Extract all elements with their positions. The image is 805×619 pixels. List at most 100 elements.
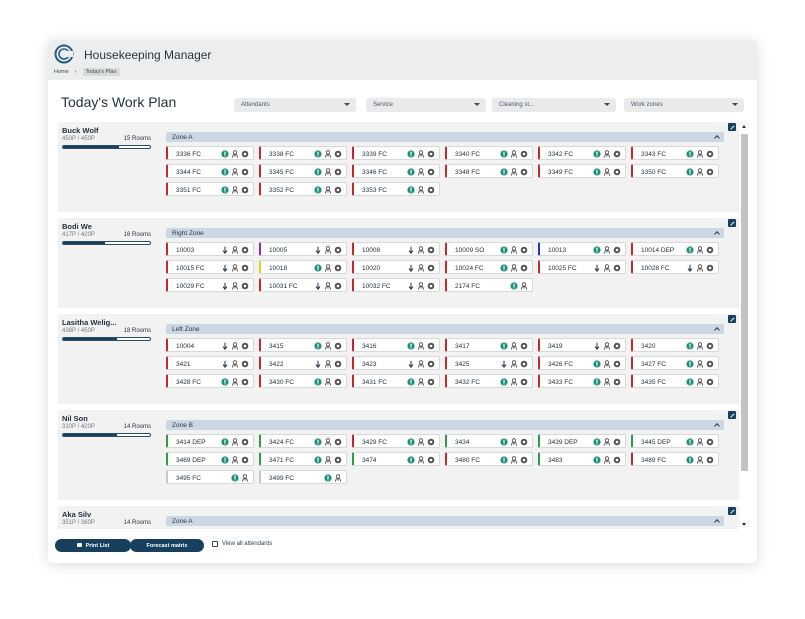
room-card[interactable]: 3343 FC <box>631 146 719 160</box>
room-card[interactable]: 3435 FC <box>631 374 719 388</box>
gear-icon[interactable] <box>241 456 249 464</box>
attendant-icon[interactable] <box>510 359 518 368</box>
attendant-icon[interactable] <box>417 377 425 386</box>
arrow-down-icon[interactable] <box>314 282 322 290</box>
print-list-button[interactable]: Print List <box>55 539 131 552</box>
arrow-down-icon[interactable] <box>407 360 415 368</box>
gear-icon[interactable] <box>427 264 435 272</box>
info-icon[interactable] <box>221 149 229 158</box>
gear-icon[interactable] <box>427 246 435 254</box>
info-icon[interactable] <box>500 149 508 158</box>
attendant-icon[interactable] <box>231 149 239 158</box>
gear-icon[interactable] <box>706 168 714 176</box>
room-card[interactable]: 3495 FC <box>166 470 254 484</box>
info-icon[interactable] <box>686 455 694 464</box>
room-card[interactable]: 3483 <box>538 452 626 466</box>
room-card[interactable]: 3346 FC <box>352 164 440 178</box>
attendant-icon[interactable] <box>324 455 332 464</box>
gear-icon[interactable] <box>427 360 435 368</box>
attendant-icon[interactable] <box>231 437 239 446</box>
info-icon[interactable] <box>686 167 694 176</box>
attendant-icon[interactable] <box>603 167 611 176</box>
room-card[interactable]: 3430 FC <box>259 374 347 388</box>
chevron-up-icon[interactable] <box>714 326 720 333</box>
room-card[interactable]: 3352 FC <box>259 182 347 196</box>
info-icon[interactable] <box>407 185 415 194</box>
attendant-icon[interactable] <box>510 341 518 350</box>
service-filter[interactable]: Service <box>366 98 486 112</box>
arrow-down-icon[interactable] <box>221 282 229 290</box>
attendant-icon[interactable] <box>417 263 425 272</box>
attendant-icon[interactable] <box>696 377 704 386</box>
room-card[interactable]: 3349 FC <box>538 164 626 178</box>
attendant-icon[interactable] <box>324 359 332 368</box>
gear-icon[interactable] <box>520 456 528 464</box>
attendant-icon[interactable] <box>324 377 332 386</box>
room-card[interactable]: 3416 <box>352 338 440 352</box>
info-icon[interactable] <box>407 437 415 446</box>
gear-icon[interactable] <box>706 246 714 254</box>
gear-icon[interactable] <box>706 456 714 464</box>
gear-icon[interactable] <box>706 150 714 158</box>
attendant-icon[interactable] <box>696 263 704 272</box>
attendant-icon[interactable] <box>334 473 342 482</box>
gear-icon[interactable] <box>613 342 621 350</box>
info-icon[interactable] <box>593 437 601 446</box>
arrow-down-icon[interactable] <box>314 246 322 254</box>
room-card[interactable]: 3338 FC <box>259 146 347 160</box>
attendant-icon[interactable] <box>231 359 239 368</box>
room-card[interactable]: 3351 FC <box>166 182 254 196</box>
room-card[interactable]: 3340 FC <box>445 146 533 160</box>
info-icon[interactable] <box>221 185 229 194</box>
gear-icon[interactable] <box>613 246 621 254</box>
room-card[interactable]: 3342 FC <box>538 146 626 160</box>
room-card[interactable]: 10004 <box>166 338 254 352</box>
info-icon[interactable] <box>500 437 508 446</box>
gear-icon[interactable] <box>334 186 342 194</box>
gear-icon[interactable] <box>427 438 435 446</box>
gear-icon[interactable] <box>520 342 528 350</box>
attendant-icon[interactable] <box>324 245 332 254</box>
info-icon[interactable] <box>407 149 415 158</box>
room-card[interactable]: 3419 <box>538 338 626 352</box>
attendant-icon[interactable] <box>603 341 611 350</box>
info-icon[interactable] <box>221 377 229 386</box>
room-card[interactable]: 3489 FC <box>631 452 719 466</box>
room-card[interactable]: 3423 <box>352 356 440 370</box>
attendant-name[interactable]: Lasitha Welig... <box>62 318 117 327</box>
info-icon[interactable] <box>686 149 694 158</box>
attendant-icon[interactable] <box>417 281 425 290</box>
zone-header[interactable]: Zone A <box>166 516 724 526</box>
room-card[interactable]: 3499 FC <box>259 470 347 484</box>
room-card[interactable]: 3429 FC <box>352 434 440 448</box>
gear-icon[interactable] <box>241 150 249 158</box>
gear-icon[interactable] <box>334 168 342 176</box>
edit-icon[interactable] <box>728 219 736 227</box>
room-card[interactable]: 10024 FC <box>445 260 533 274</box>
attendant-icon[interactable] <box>603 149 611 158</box>
room-card[interactable]: 3434 <box>445 434 533 448</box>
gear-icon[interactable] <box>241 246 249 254</box>
edit-icon[interactable] <box>728 123 736 131</box>
gear-icon[interactable] <box>613 378 621 386</box>
zone-header[interactable]: Zone A <box>166 132 724 142</box>
edit-icon[interactable] <box>728 411 736 419</box>
attendant-icon[interactable] <box>417 149 425 158</box>
attendant-icon[interactable] <box>231 167 239 176</box>
attendant-icon[interactable] <box>231 185 239 194</box>
attendant-icon[interactable] <box>510 167 518 176</box>
info-icon[interactable] <box>593 455 601 464</box>
info-icon[interactable] <box>221 167 229 176</box>
attendant-name[interactable]: Aka Silv <box>62 510 92 519</box>
attendant-icon[interactable] <box>696 359 704 368</box>
gear-icon[interactable] <box>520 246 528 254</box>
gear-icon[interactable] <box>241 360 249 368</box>
attendant-icon[interactable] <box>324 167 332 176</box>
gear-icon[interactable] <box>520 150 528 158</box>
room-card[interactable]: 10008 <box>352 242 440 256</box>
gear-icon[interactable] <box>520 360 528 368</box>
room-card[interactable]: 3336 FC <box>166 146 254 160</box>
room-card[interactable]: 10025 FC <box>538 260 626 274</box>
attendant-icon[interactable] <box>510 245 518 254</box>
attendant-icon[interactable] <box>603 455 611 464</box>
